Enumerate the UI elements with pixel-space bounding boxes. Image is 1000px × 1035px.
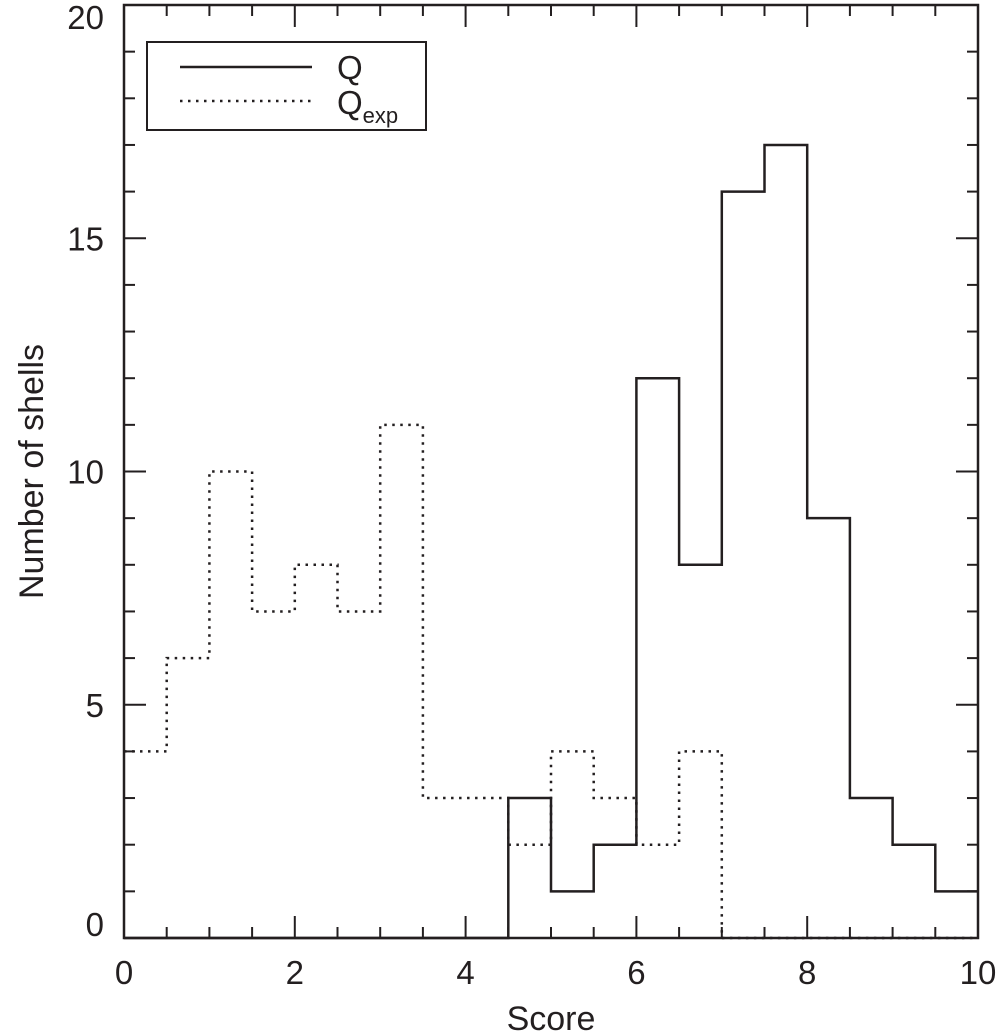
series-layer xyxy=(124,143,978,940)
y-tick-label: 20 xyxy=(67,0,104,36)
x-tick-label: 6 xyxy=(627,954,645,991)
y-axis-title: Number of shells xyxy=(13,344,51,599)
ticks-layer xyxy=(124,5,978,938)
x-tick-label: 4 xyxy=(456,954,474,991)
x-tick-label: 2 xyxy=(286,954,304,991)
x-tick-label: 0 xyxy=(115,954,133,991)
legend-label-q-main: Q xyxy=(337,49,363,86)
y-tick-label: 10 xyxy=(67,454,104,491)
legend-label-qexp-main: Q xyxy=(337,84,363,121)
x-tick-label: 8 xyxy=(798,954,816,991)
y-tick-label: 5 xyxy=(86,687,104,724)
y-tick-label: 15 xyxy=(67,220,104,257)
legend-label-qexp-subscript: exp xyxy=(363,103,398,128)
legend-label-q: Q xyxy=(337,49,363,86)
legend-box xyxy=(146,41,427,131)
tick-labels-layer: 0 2 4 6 8 10 0 5 10 15 20 xyxy=(67,0,996,991)
series-qexp-line xyxy=(124,423,978,940)
series-q-line xyxy=(124,143,978,940)
legend-label-qexp: Qexp xyxy=(337,84,398,128)
x-tick-label: 10 xyxy=(960,954,997,991)
y-tick-label: 0 xyxy=(86,906,104,943)
legend: Q Qexp xyxy=(146,41,427,131)
x-axis-title: Score xyxy=(507,1000,596,1035)
